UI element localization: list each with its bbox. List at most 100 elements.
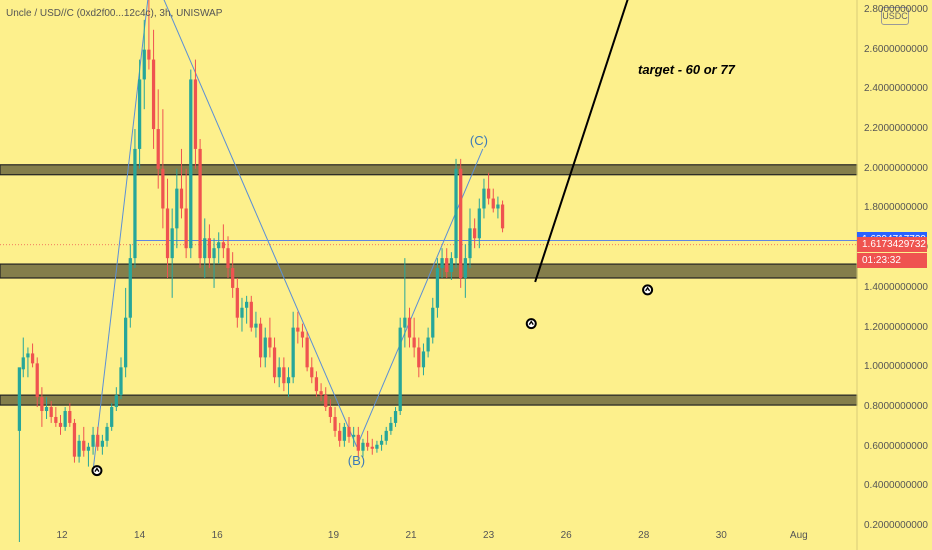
- candle-body: [207, 238, 212, 259]
- candle-body: [231, 268, 235, 288]
- candle-body: [412, 337, 416, 348]
- candle-body: [407, 317, 412, 338]
- candle-body: [477, 208, 481, 239]
- candle-body: [49, 407, 53, 417]
- x-tick-label: 12: [56, 530, 68, 541]
- candle-body: [370, 446, 374, 449]
- candle-body: [54, 416, 58, 423]
- candle-body: [361, 442, 365, 451]
- target-annotation: target - 60 or 77: [638, 62, 735, 77]
- candle-body: [151, 59, 156, 130]
- candle-body: [440, 258, 444, 269]
- candle-body: [352, 434, 356, 437]
- candle-body: [124, 317, 128, 368]
- candle-body: [114, 395, 118, 408]
- candle-body: [435, 268, 440, 308]
- marker-circle-2: [642, 284, 654, 296]
- candle-body: [347, 426, 351, 437]
- candle-body: [324, 395, 328, 408]
- candle-body: [445, 258, 449, 273]
- candle-body: [277, 367, 281, 378]
- candle-body: [30, 353, 35, 364]
- candle-body: [258, 323, 263, 358]
- candle-body: [77, 440, 81, 457]
- y-tick-label: 0.2000000000: [864, 520, 928, 532]
- candle-body: [147, 49, 151, 60]
- candle-body: [63, 411, 67, 427]
- candle-body: [500, 204, 505, 229]
- marker-circle-1: [525, 318, 537, 330]
- y-tick-label: 1.2000000000: [864, 321, 928, 333]
- candle-body: [133, 148, 137, 259]
- candle-body: [249, 301, 253, 328]
- candle-body: [193, 79, 198, 149]
- candle-body: [272, 347, 277, 378]
- candle-body: [398, 327, 402, 412]
- price-tag: 01:23:32: [857, 253, 927, 269]
- x-tick-label: 26: [560, 530, 572, 541]
- candle-body: [310, 367, 314, 378]
- candle-body: [40, 397, 44, 412]
- y-tick-label: 0.6000000000: [864, 440, 928, 452]
- currency-badge[interactable]: USDC: [881, 7, 909, 25]
- target-arrow-line: [534, 0, 629, 283]
- candle-body: [110, 407, 114, 427]
- candle-body: [286, 377, 291, 384]
- candle-body: [105, 426, 109, 441]
- candle-body: [175, 188, 179, 229]
- price-tag: 1.6173429732: [857, 236, 927, 252]
- candle-body: [203, 238, 207, 259]
- candle-body: [486, 188, 491, 199]
- candle-body: [128, 258, 132, 318]
- candle-body: [245, 301, 249, 308]
- candle-body: [184, 208, 188, 249]
- marker-up-icon: [94, 467, 100, 472]
- candle-body: [365, 442, 370, 447]
- candle-body: [217, 242, 221, 249]
- candle-body: [421, 351, 426, 368]
- candle-body: [240, 307, 244, 318]
- wave-label: (C): [469, 132, 488, 148]
- candle-body: [26, 353, 30, 358]
- candle-body: [17, 367, 22, 431]
- candle-body: [100, 440, 105, 447]
- candle-body: [300, 331, 305, 338]
- y-tick-label: 1.8000000000: [864, 202, 928, 214]
- candle-body: [189, 79, 193, 249]
- y-tick-label: 0.4000000000: [864, 480, 928, 492]
- candle-body: [221, 242, 225, 249]
- candle-body: [72, 422, 77, 457]
- x-tick-label: 30: [715, 530, 727, 541]
- candle-body: [165, 208, 170, 259]
- candle-body: [96, 434, 100, 447]
- candle-body: [426, 337, 430, 352]
- candle-body: [454, 168, 458, 259]
- candle-body: [156, 129, 160, 169]
- y-tick-label: 2.0000000000: [864, 162, 928, 174]
- candle-body: [212, 248, 216, 259]
- marker-up-icon: [528, 320, 534, 326]
- candle-body: [463, 258, 467, 278]
- candle-body: [161, 168, 165, 209]
- candle-body: [403, 317, 407, 328]
- candle-body: [170, 228, 174, 259]
- y-tick-label: 1.4000000000: [864, 281, 928, 293]
- y-tick-label: 2.2000000000: [864, 123, 928, 135]
- candle-body: [119, 367, 123, 396]
- candle-body: [328, 407, 333, 417]
- candle-body: [263, 337, 267, 358]
- candle-body: [198, 148, 202, 259]
- y-tick-label: 2.4000000000: [864, 83, 928, 95]
- support-resistance-zone-1: [0, 263, 858, 279]
- x-tick-label: 19: [327, 530, 340, 541]
- candle-body: [375, 444, 379, 449]
- candle-body: [254, 323, 258, 328]
- candle-body: [226, 248, 230, 269]
- x-tick-label: 21: [405, 530, 417, 541]
- candle-body: [468, 228, 472, 259]
- candle-body: [91, 434, 95, 447]
- candle-body: [268, 337, 272, 348]
- x-tick-label: 23: [483, 530, 495, 541]
